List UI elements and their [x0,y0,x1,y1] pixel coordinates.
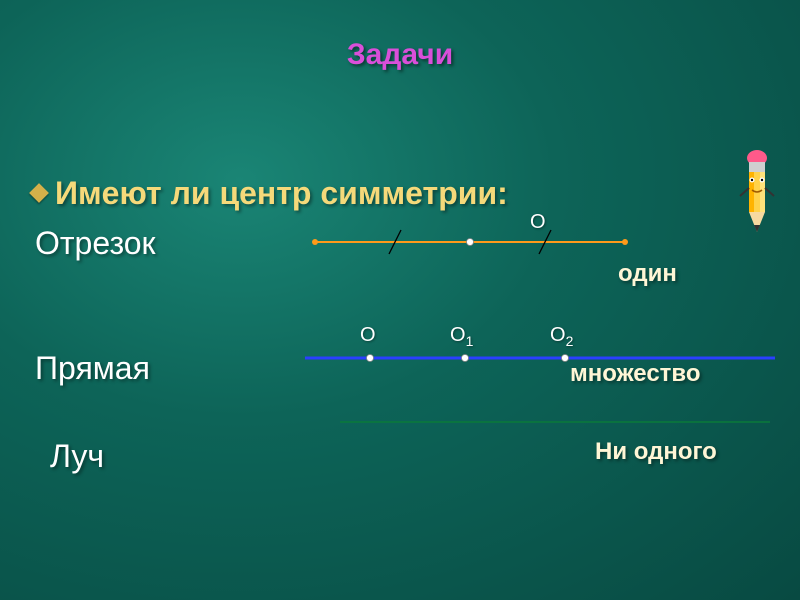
question-text: Имеют ли центр симметрии: [55,175,508,212]
slide-title: Задачи [347,38,453,72]
o1-base: О [450,324,466,346]
label-line: Прямая [35,350,150,387]
answer-segment: один [618,260,677,288]
label-ray: Луч [50,438,104,475]
bullet-diamond-icon [29,183,49,203]
line-figure [305,348,775,368]
pencil-icon [735,148,780,238]
segment-figure [305,220,635,260]
point-label-line-o1: О1 [450,324,473,349]
answer-line: множество [570,360,701,388]
point-label-seg-o: О [530,211,546,234]
label-segment: Отрезок [35,225,156,262]
answer-ray: Ни одного [595,438,717,466]
o1-sub: 1 [466,333,474,349]
o2-sub: 2 [566,333,574,349]
point-label-line-o: О [360,324,376,347]
ray-figure [340,417,770,427]
o2-base: О [550,324,566,346]
point-label-line-o2: О2 [550,324,573,349]
